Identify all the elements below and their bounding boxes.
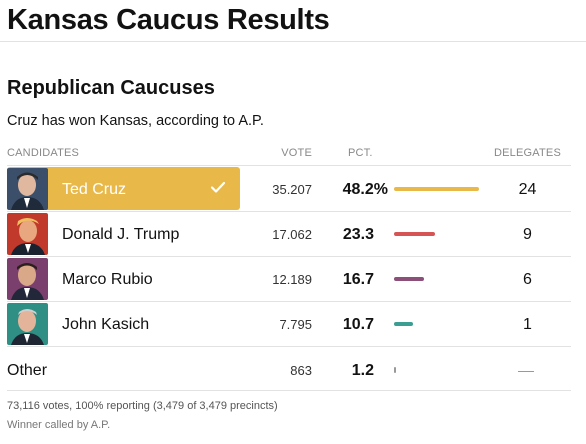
vote-count: 12.189 — [272, 272, 312, 287]
pct-bar — [394, 322, 413, 326]
row-divider — [7, 346, 571, 347]
header-vote: VOTE — [281, 147, 312, 159]
table-row-rubio: Marco Rubio 12.189 16.7 6 — [0, 257, 586, 302]
title-divider — [0, 41, 586, 42]
vote-count: 863 — [290, 363, 312, 378]
race-status: Cruz has won Kansas, according to A.P. — [7, 113, 264, 129]
check-icon — [210, 181, 226, 193]
vote-pct: 10.7 — [342, 316, 374, 333]
candidate-name: Other — [7, 362, 48, 379]
candidate-photo — [7, 213, 48, 255]
vote-pct: 48.2% — [342, 181, 388, 198]
row-divider — [7, 165, 571, 166]
delegate-count: 1 — [523, 316, 532, 333]
delegate-dash — [518, 371, 534, 372]
vote-count: 35.207 — [272, 182, 312, 197]
pct-bar — [394, 367, 396, 373]
pct-bar — [394, 277, 424, 281]
vote-pct: 1.2 — [351, 362, 374, 379]
delegate-count: 9 — [523, 226, 532, 243]
row-divider — [7, 256, 571, 257]
section-title: Republican Caucuses — [7, 77, 215, 99]
winner-note: Winner called by A.P. — [7, 419, 111, 431]
vote-count: 7.795 — [279, 317, 312, 332]
candidate-name: Donald J. Trump — [62, 226, 180, 243]
delegate-count: 6 — [523, 271, 532, 288]
row-divider — [7, 390, 571, 391]
candidate-photo — [7, 168, 48, 210]
candidate-name: Marco Rubio — [62, 271, 153, 288]
candidate-photo — [7, 258, 48, 300]
header-candidates: CANDIDATES — [7, 147, 80, 159]
page-title: Kansas Caucus Results — [7, 4, 330, 36]
table-row-other: Other 863 1.2 — [0, 348, 586, 393]
vote-pct: 16.7 — [342, 271, 374, 288]
header-pct: PCT. — [348, 147, 373, 159]
table-row-cruz: Ted Cruz 35.207 48.2% 24 — [0, 167, 586, 212]
vote-pct: 23.3 — [342, 226, 374, 243]
pct-bar — [394, 232, 436, 236]
row-divider — [7, 211, 571, 212]
pct-bar — [394, 187, 479, 191]
delegate-count: 24 — [518, 181, 537, 198]
table-row-kasich: John Kasich 7.795 10.7 1 — [0, 302, 586, 347]
reporting-summary: 73,116 votes, 100% reporting (3,479 of 3… — [7, 400, 278, 412]
row-divider — [7, 301, 571, 302]
candidate-name: John Kasich — [62, 316, 150, 333]
vote-count: 17.062 — [272, 227, 312, 242]
candidate-name: Ted Cruz — [62, 181, 127, 198]
table-row-trump: Donald J. Trump 17.062 23.3 9 — [0, 212, 586, 257]
header-delegates: DELEGATES — [493, 147, 561, 159]
candidate-photo — [7, 303, 48, 345]
